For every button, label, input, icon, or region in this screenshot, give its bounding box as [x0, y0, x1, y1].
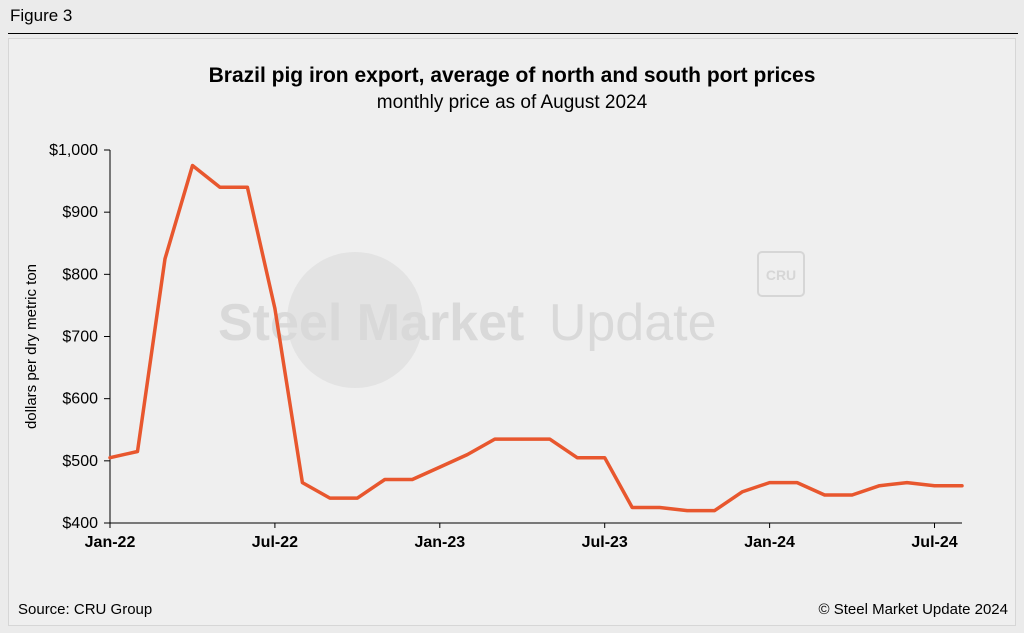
data-point: [878, 484, 881, 487]
data-point: [136, 450, 139, 453]
data-point: [740, 490, 744, 494]
y-tick-label: $600: [62, 391, 98, 408]
data-point: [630, 506, 634, 509]
figure-divider: [8, 33, 1018, 34]
data-point: [795, 481, 799, 484]
series-layer: [108, 163, 964, 513]
chart-panel: [8, 38, 1016, 626]
y-axis-ticks: $400 $500 $600 $700 $800 $900 $1,000: [49, 142, 110, 532]
x-tick-label: Jul-23: [582, 534, 628, 551]
data-point: [163, 257, 167, 260]
data-point: [768, 481, 771, 484]
source-note: Source: CRU Group: [18, 601, 153, 618]
x-tick-label: Jan-22: [85, 534, 136, 551]
data-point: [246, 186, 249, 189]
x-tick-label: Jul-22: [252, 534, 298, 551]
data-point: [493, 437, 496, 441]
x-tick-label: Jan-24: [744, 534, 795, 551]
data-point: [658, 506, 661, 509]
data-point: [548, 437, 551, 441]
x-axis-ticks: Jan-22 Jul-22 Jan-23 Jul-23 Jan-24 Jul-24: [85, 523, 958, 551]
series-line: [108, 163, 964, 513]
data-point: [328, 496, 332, 500]
figure-label: Figure 3: [10, 6, 73, 25]
data-point: [576, 456, 579, 459]
chart-subtitle: monthly price as of August 2024: [376, 92, 648, 113]
data-point: [713, 509, 716, 512]
cru-logo-icon: [757, 251, 805, 297]
y-axis-title: dollars per dry metric ton: [23, 264, 40, 429]
watermark-circle-icon: [287, 252, 423, 388]
data-point: [466, 453, 469, 456]
y-tick-label: $1,000: [49, 142, 98, 159]
data-point: [823, 493, 826, 497]
y-tick-label: $700: [62, 329, 98, 346]
data-point: [191, 164, 194, 167]
y-tick-label: $800: [62, 266, 98, 283]
data-point: [960, 484, 964, 487]
data-point: [905, 481, 909, 484]
data-point: [685, 509, 689, 512]
data-point: [411, 478, 414, 481]
data-point: [301, 481, 304, 484]
data-point: [218, 186, 222, 189]
data-point: [933, 484, 936, 487]
watermark: Steel Market Update CRU: [218, 251, 805, 388]
data-point: [108, 456, 112, 459]
data-point: [603, 456, 606, 459]
copyright-note: © Steel Market Update 2024: [818, 601, 1009, 618]
data-point: [356, 496, 359, 500]
cru-logo-text: CRU: [766, 267, 796, 283]
y-tick-label: $400: [62, 515, 98, 532]
data-point: [383, 478, 387, 481]
data-point: [521, 437, 524, 441]
x-tick-label: Jul-24: [911, 534, 957, 551]
x-tick-label: Jan-23: [414, 534, 465, 551]
data-point: [273, 307, 277, 310]
data-point: [438, 465, 442, 469]
chart-title: Brazil pig iron export, average of north…: [208, 64, 816, 87]
watermark-brand: Steel Market Update: [218, 294, 717, 352]
y-tick-label: $500: [62, 453, 98, 470]
y-tick-label: $900: [62, 204, 98, 221]
data-point: [850, 493, 854, 497]
